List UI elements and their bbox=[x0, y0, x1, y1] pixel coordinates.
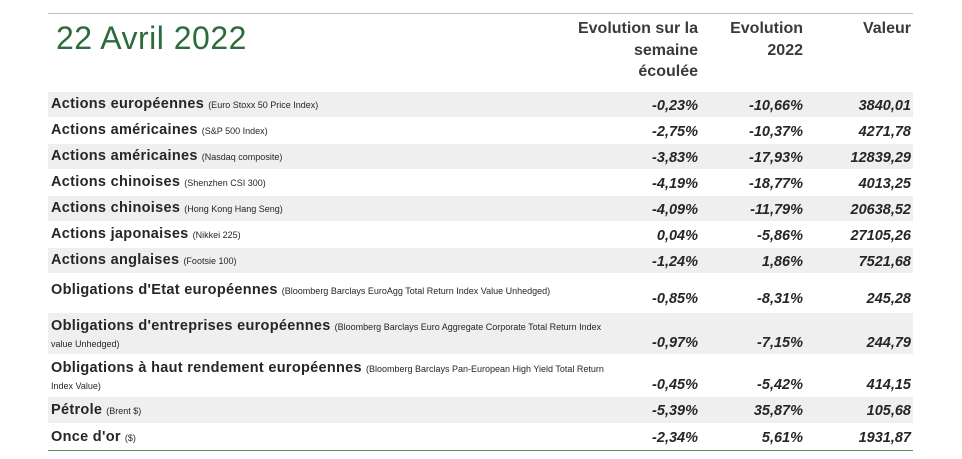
cell-value: 245,28 bbox=[866, 291, 911, 307]
row-note: (Nikkei 225) bbox=[192, 230, 241, 240]
row-name: Actions chinoises bbox=[51, 174, 181, 190]
cell-week: 0,04% bbox=[656, 228, 698, 244]
table-row: Obligations d'entreprises européennes (B… bbox=[48, 312, 913, 354]
table-row: Actions américaines (Nasdaq composite) -… bbox=[48, 143, 913, 169]
cell-year: -18,77% bbox=[748, 176, 803, 192]
cell-week: -0,23% bbox=[652, 98, 698, 114]
column-header-value: Valeur bbox=[862, 20, 911, 37]
cell-value: 7521,68 bbox=[858, 254, 911, 270]
row-name: Obligations à haut rendement européennes bbox=[51, 360, 362, 376]
top-rule bbox=[48, 13, 913, 14]
row-label: Obligations à haut rendement européennes… bbox=[51, 360, 611, 394]
cell-week: -4,19% bbox=[652, 176, 698, 192]
row-label: Once d'or ($) bbox=[51, 429, 611, 446]
table-row: Actions japonaises (Nikkei 225) 0,04% -5… bbox=[48, 221, 913, 247]
cell-year: 35,87% bbox=[753, 403, 803, 419]
table-row: Obligations à haut rendement européennes… bbox=[48, 354, 913, 396]
row-label: Actions japonaises (Nikkei 225) bbox=[51, 226, 611, 243]
row-label: Obligations d'Etat européennes (Bloomber… bbox=[51, 282, 611, 299]
table-row: Obligations d'Etat européennes (Bloomber… bbox=[48, 273, 913, 312]
column-header-year: Evolution 2022 bbox=[730, 20, 803, 59]
cell-week: -3,83% bbox=[652, 150, 698, 166]
market-table: 22 Avril 2022 Evolution sur la semaine é… bbox=[48, 13, 913, 451]
row-name: Once d'or bbox=[51, 429, 121, 445]
cell-week: -2,75% bbox=[652, 124, 698, 140]
cell-week: -1,24% bbox=[652, 254, 698, 270]
row-label: Actions américaines (Nasdaq composite) bbox=[51, 148, 611, 165]
row-name: Actions européennes bbox=[51, 96, 205, 112]
cell-year: 5,61% bbox=[761, 430, 803, 446]
cell-year: -11,79% bbox=[750, 202, 803, 218]
row-name: Obligations d'Etat européennes bbox=[51, 282, 278, 298]
row-note: (S&P 500 Index) bbox=[201, 126, 268, 136]
table-row: Actions anglaises (Footsie 100) -1,24% 1… bbox=[48, 247, 913, 273]
table-row: Actions européennes (Euro Stoxx 50 Price… bbox=[48, 91, 913, 117]
table-body: Actions européennes (Euro Stoxx 50 Price… bbox=[48, 91, 913, 450]
row-label: Actions chinoises (Hong Kong Hang Seng) bbox=[51, 200, 611, 217]
cell-value: 105,68 bbox=[866, 403, 911, 419]
cell-value: 244,79 bbox=[866, 335, 911, 351]
cell-value: 3840,01 bbox=[858, 98, 911, 114]
row-name: Actions américaines bbox=[51, 122, 198, 138]
cell-year: -10,37% bbox=[748, 124, 803, 140]
cell-value: 414,15 bbox=[866, 377, 911, 393]
row-name: Actions japonaises bbox=[51, 226, 189, 242]
cell-year: 1,86% bbox=[761, 254, 803, 270]
table-row: Pétrole (Brent $) -5,39% 35,87% 105,68 bbox=[48, 396, 913, 423]
row-note: (Bloomberg Barclays Euro Aggregate Corpo… bbox=[51, 322, 602, 349]
cell-year: -8,31% bbox=[757, 291, 803, 307]
table-row: Actions chinoises (Hong Kong Hang Seng) … bbox=[48, 195, 913, 221]
table-row: Actions chinoises (Shenzhen CSI 300) -4,… bbox=[48, 169, 913, 195]
cell-year: -5,42% bbox=[757, 377, 803, 393]
row-name: Actions anglaises bbox=[51, 252, 180, 268]
cell-year: -17,93% bbox=[748, 150, 803, 166]
cell-week: -0,97% bbox=[652, 335, 698, 351]
row-label: Actions anglaises (Footsie 100) bbox=[51, 252, 611, 269]
row-note: (Bloomberg Barclays Pan-European High Yi… bbox=[51, 364, 604, 391]
row-note: (Footsie 100) bbox=[183, 256, 237, 266]
cell-value: 12839,29 bbox=[850, 150, 911, 166]
cell-year: -5,86% bbox=[757, 228, 803, 244]
row-label: Actions chinoises (Shenzhen CSI 300) bbox=[51, 174, 611, 191]
cell-week: -4,09% bbox=[652, 202, 698, 218]
row-name: Actions chinoises bbox=[51, 200, 181, 216]
row-name: Obligations d'entreprises européennes bbox=[51, 318, 331, 334]
column-header-week: Evolution sur la semaine écoulée bbox=[577, 20, 698, 80]
row-label: Pétrole (Brent $) bbox=[51, 402, 611, 419]
row-label: Actions européennes (Euro Stoxx 50 Price… bbox=[51, 96, 611, 113]
row-note: (Euro Stoxx 50 Price Index) bbox=[208, 100, 319, 110]
cell-value: 20638,52 bbox=[850, 202, 911, 218]
table-row: Once d'or ($) -2,34% 5,61% 1931,87 bbox=[48, 423, 913, 450]
cell-value: 4013,25 bbox=[858, 176, 911, 192]
table-row: Actions américaines (S&P 500 Index) -2,7… bbox=[48, 117, 913, 143]
cell-value: 27105,26 bbox=[850, 228, 911, 244]
cell-week: -5,39% bbox=[652, 403, 698, 419]
page-title: 22 Avril 2022 bbox=[56, 20, 247, 56]
cell-year: -10,66% bbox=[748, 98, 803, 114]
cell-week: -0,85% bbox=[652, 291, 698, 307]
cell-value: 4271,78 bbox=[858, 124, 911, 140]
cell-week: -2,34% bbox=[652, 430, 698, 446]
row-note: ($) bbox=[124, 433, 136, 443]
row-note: (Nasdaq composite) bbox=[201, 152, 283, 162]
row-note: (Shenzhen CSI 300) bbox=[184, 178, 266, 188]
row-note: (Hong Kong Hang Seng) bbox=[184, 204, 283, 214]
cell-value: 1931,87 bbox=[858, 430, 911, 446]
row-note: (Bloomberg Barclays EuroAgg Total Return… bbox=[281, 286, 551, 296]
cell-year: -7,15% bbox=[757, 335, 803, 351]
row-name: Pétrole bbox=[51, 402, 103, 418]
row-name: Actions américaines bbox=[51, 148, 198, 164]
cell-week: -0,45% bbox=[652, 377, 698, 393]
bottom-rule bbox=[48, 450, 913, 451]
row-note: (Brent $) bbox=[106, 406, 142, 416]
row-label: Actions américaines (S&P 500 Index) bbox=[51, 122, 611, 139]
row-label: Obligations d'entreprises européennes (B… bbox=[51, 318, 611, 352]
